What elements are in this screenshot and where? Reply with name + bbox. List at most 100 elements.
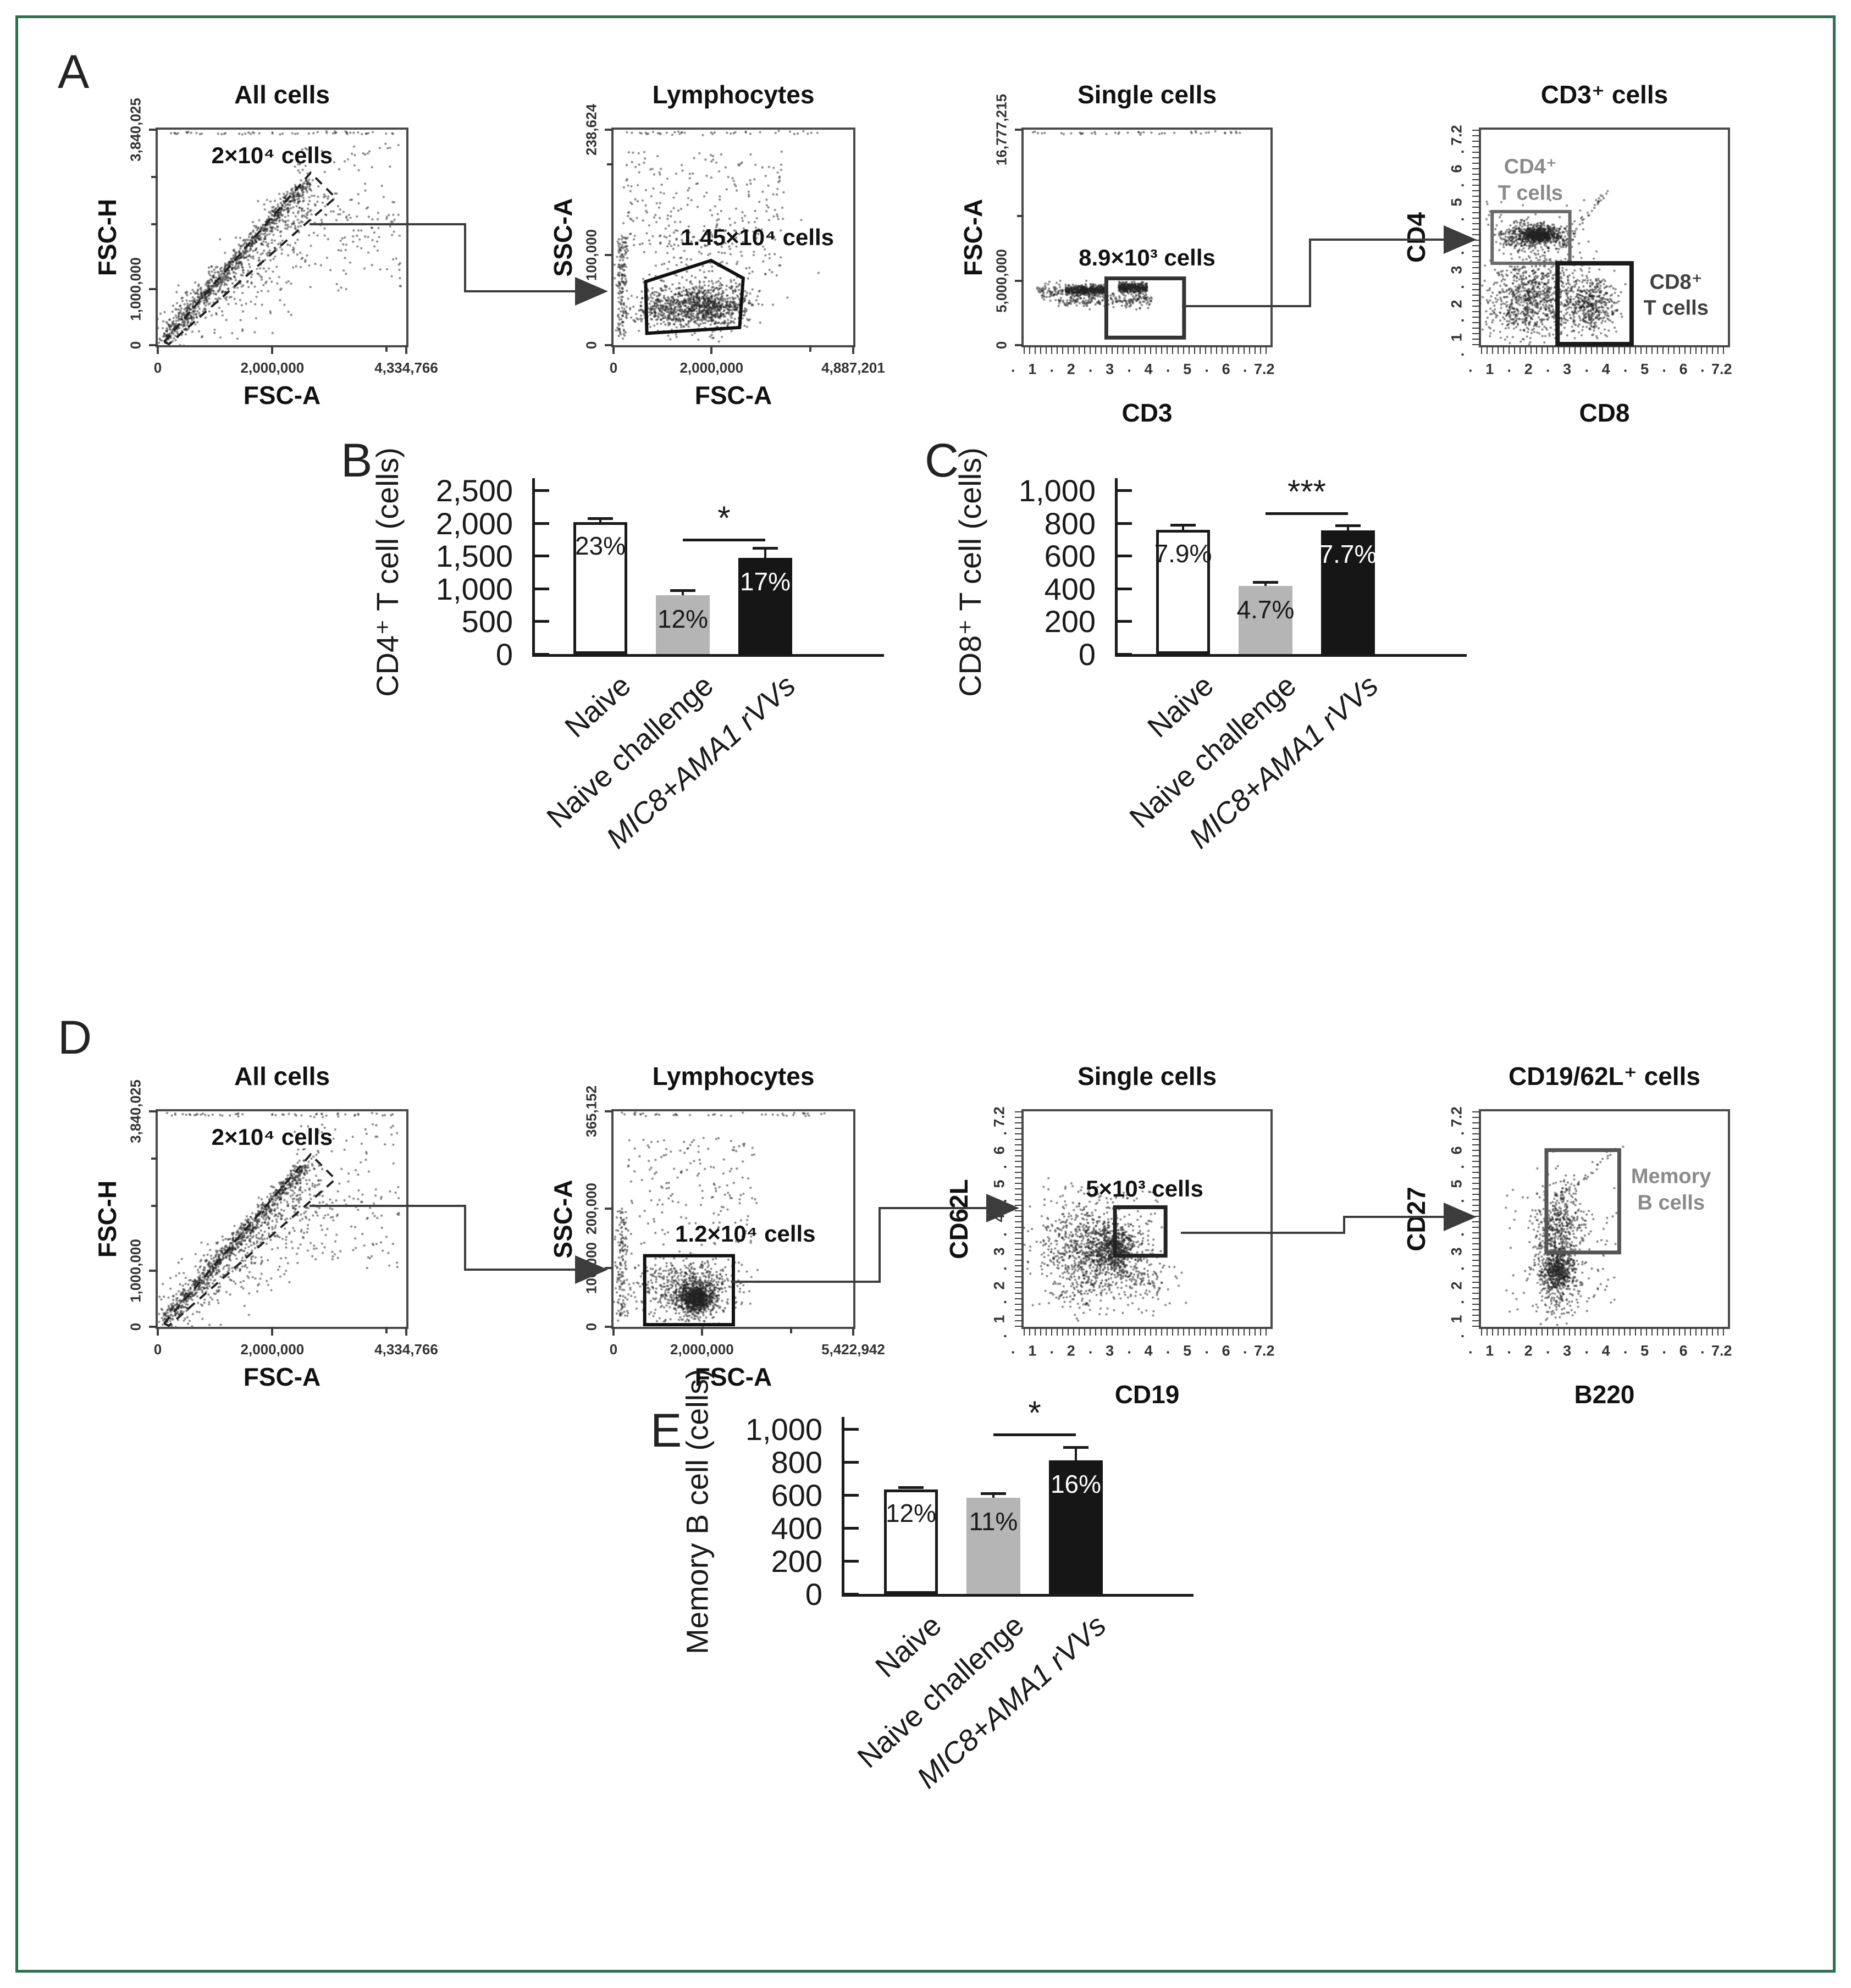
x-log-tick-dot: . <box>1127 1340 1131 1357</box>
x-tick-mark <box>852 345 854 354</box>
x-log-tick-label: 5 <box>1640 1342 1649 1359</box>
plot-title: CD3⁺ cells <box>1540 80 1668 109</box>
chart-x-baseline <box>1115 654 1467 657</box>
y-log-tick-label: 7.2 <box>991 1106 1008 1127</box>
x-tick-label: 0 <box>609 359 618 376</box>
y-minor-tick <box>151 223 158 226</box>
bar-percentage-label: 16% <box>1050 1470 1102 1498</box>
y-axis-label: CD4 <box>1402 212 1430 263</box>
gate-outline <box>1490 209 1634 347</box>
chart-y-tick <box>535 522 549 525</box>
x-log-tick-label: 3 <box>1563 1342 1572 1359</box>
gate-annotation-cd4-t-cells: CD4⁺ T cells <box>1498 154 1563 207</box>
scatter-dots <box>1481 1111 1728 1327</box>
x-log-tick-dot: . <box>1010 1340 1015 1357</box>
y-tick-label: 238,624 <box>583 104 600 156</box>
x-tick-label: 2,000,000 <box>240 1341 305 1358</box>
plot-title: All cells <box>234 80 330 109</box>
x-tick-label: 4,334,766 <box>374 1341 438 1358</box>
y-log-tick-dot: . <box>1450 352 1467 357</box>
y-axis-label: SSC-A <box>549 1179 577 1259</box>
x-log-tick-dot: . <box>1623 1340 1628 1357</box>
x-tick-label: 4,887,201 <box>821 359 885 376</box>
y-log-tick-dot: . <box>993 1266 1010 1271</box>
chart-y-tick <box>535 587 549 590</box>
chart-y-tick <box>1118 489 1132 492</box>
bar-percentage-label: 17% <box>739 567 791 596</box>
y-tick-label: 0 <box>993 341 1010 350</box>
y-minor-tick <box>607 163 614 165</box>
flow-plot-single-cells-d: Single cells CD62L CD19 5×10³ cells 1. 2.… <box>944 1062 1275 1409</box>
x-log-tick-label: 6 <box>1679 1342 1688 1359</box>
gate-count-label: 1.2×10⁴ cells <box>675 1221 816 1247</box>
error-bar-whisker <box>1075 1447 1077 1460</box>
y-tick-mark <box>149 1270 158 1272</box>
plot-title: Lymphocytes <box>652 1062 815 1090</box>
y-tick-label: 100,000 <box>583 1242 600 1294</box>
x-axis-label: CD8 <box>1579 398 1630 427</box>
y-tick-label: 16,777,215 <box>993 93 1010 166</box>
y-tick-mark <box>149 129 158 131</box>
chart-x-baseline <box>842 1594 1194 1597</box>
x-log-tick-label: 4 <box>1144 361 1153 378</box>
bar-percentage-label: 11% <box>969 1507 1018 1536</box>
x-tick-label: 0 <box>609 1341 618 1358</box>
x-tick-mark <box>405 345 407 354</box>
y-axis-label: CD62L <box>944 1179 973 1259</box>
bar-percentage-label: 12% <box>657 604 709 633</box>
y-axis-minor-ticks <box>1472 130 1480 345</box>
y-log-tick-dot: . <box>1450 149 1467 154</box>
y-log-tick-label: 5 <box>991 1179 1008 1188</box>
y-log-tick-dot: . <box>1450 251 1467 255</box>
x-tick-label: 2,000,000 <box>240 359 305 376</box>
x-axis-label: FSC-A <box>243 381 321 409</box>
y-log-tick-dot: . <box>1450 1300 1467 1305</box>
error-bar-cap <box>1063 1446 1089 1449</box>
x-log-tick-dot: . <box>1545 1340 1550 1357</box>
significance-stars: *** <box>1287 473 1327 511</box>
y-axis-label: FSC-A <box>959 198 987 276</box>
y-tick-label: 100,000 <box>583 229 600 281</box>
y-log-tick-label: 1 <box>1448 333 1465 342</box>
error-bar-cap <box>753 546 778 550</box>
annotation-line: T cells <box>1643 296 1709 320</box>
annotation-line: B cells <box>1637 1191 1705 1215</box>
x-log-tick-dot: . <box>1662 358 1666 375</box>
y-log-tick-label: 3 <box>1448 1247 1465 1256</box>
y-tick-label: 0 <box>583 341 600 350</box>
y-log-tick-label: 2 <box>1448 300 1465 308</box>
x-axis-label: CD19 <box>1114 1380 1180 1409</box>
chart-y-tick-label: 200 <box>771 1544 822 1579</box>
bar-mic8-ama1-rvvs <box>1321 530 1375 654</box>
x-tick-mark <box>612 345 615 354</box>
x-log-tick-dot: . <box>1662 1340 1666 1357</box>
x-axis-label: B220 <box>1574 1380 1635 1409</box>
y-log-tick-label: 5 <box>1448 198 1465 207</box>
panel-label-a: A <box>58 46 90 98</box>
chart-y-tick-label: 800 <box>771 1445 822 1480</box>
y-log-tick-label: 4 <box>991 1214 1008 1222</box>
x-log-tick-label: 7.2 <box>1711 1342 1732 1359</box>
bar-percentage-label: 4.7% <box>1236 595 1295 624</box>
y-log-tick-dot: . <box>993 1198 1010 1203</box>
x-log-tick-dot: . <box>1700 1340 1705 1357</box>
bar-naive-challenge <box>966 1497 1020 1594</box>
x-tick-mark <box>157 345 159 354</box>
y-minor-tick <box>151 1205 158 1208</box>
y-minor-tick <box>151 176 158 179</box>
y-log-tick-label: 2 <box>991 1281 1008 1290</box>
y-tick-label: 5,000,000 <box>993 249 1010 313</box>
x-log-tick-label: 3 <box>1563 361 1572 378</box>
x-tick-mark <box>271 345 274 354</box>
x-log-tick-dot: . <box>1165 358 1170 375</box>
y-tick-label: 365,152 <box>583 1086 600 1137</box>
y-axis-label: FSC-H <box>93 1180 121 1258</box>
x-log-tick-dot: . <box>1468 358 1473 375</box>
error-bar-cap <box>1170 523 1196 527</box>
error-bar-cap <box>1335 524 1361 528</box>
chart-y-tick <box>535 653 549 656</box>
gate-outline <box>1544 1148 1621 1255</box>
flow-plot-lymphocytes-a: Lymphocytes SSC-A FSC-A 1.45×10⁴ cells 0… <box>549 80 885 409</box>
x-log-tick-label: 4 <box>1144 1342 1153 1359</box>
